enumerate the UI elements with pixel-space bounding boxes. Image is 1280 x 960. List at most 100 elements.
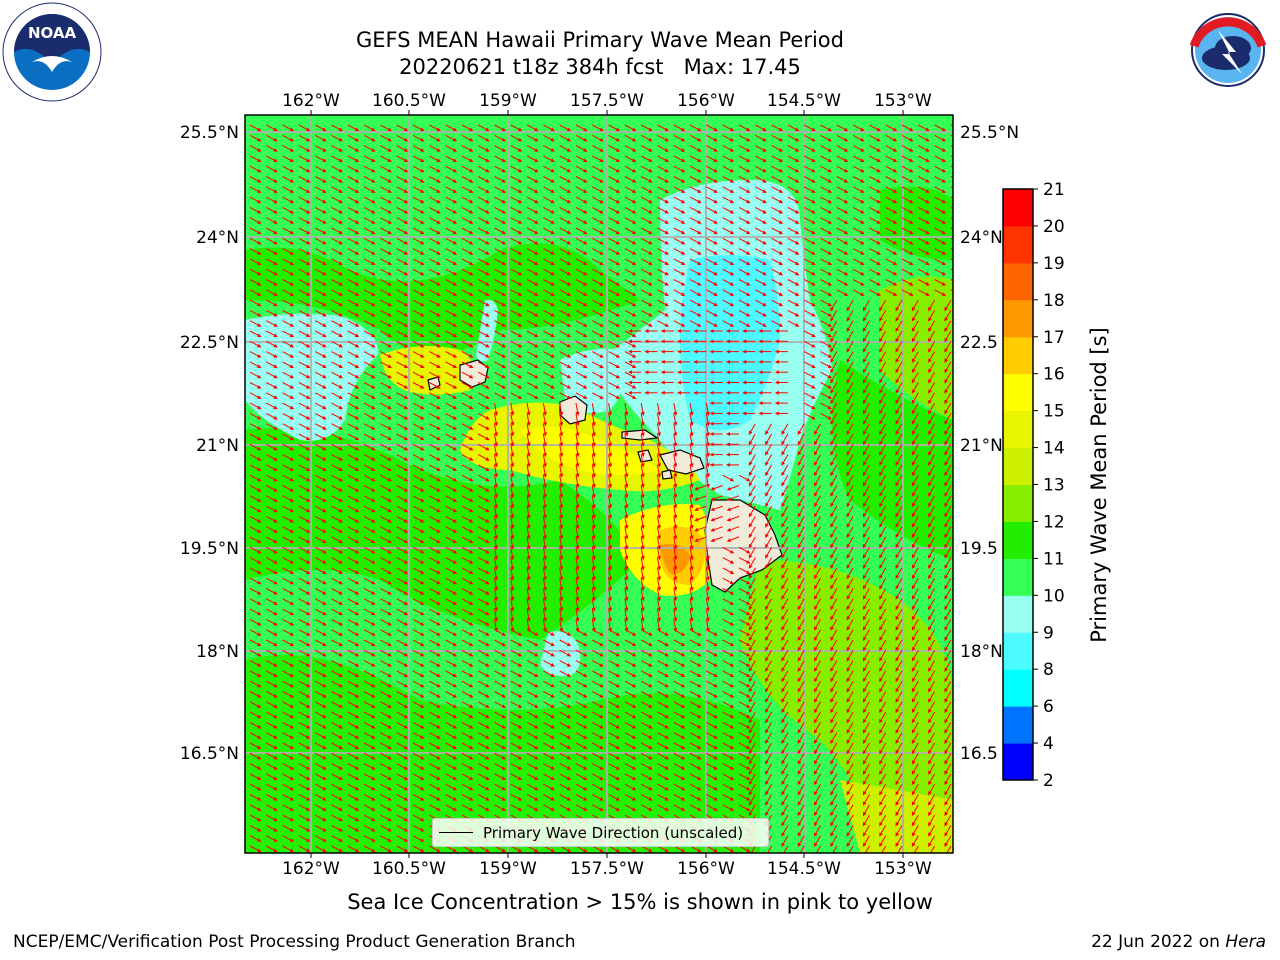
wave-arrow [363, 124, 376, 132]
wave-arrow [820, 155, 832, 162]
wave-arrow [608, 165, 621, 173]
wave-arrow [608, 206, 621, 214]
colorbar-segment [1003, 669, 1033, 707]
wave-arrow [494, 155, 506, 162]
wave-arrow [396, 217, 409, 224]
wave-arrow [461, 155, 474, 162]
wave-arrow [673, 155, 686, 162]
colorbar-tick-label: 10 [1043, 586, 1065, 606]
wave-arrow [314, 155, 327, 162]
wave-arrow [706, 124, 718, 132]
wave-arrow [380, 186, 392, 193]
lat-tick-left: 19.5°N [180, 539, 239, 559]
wave-arrow [298, 165, 311, 173]
colorbar-tick-label: 18 [1043, 291, 1065, 311]
wave-arrow [820, 186, 832, 193]
wave-arrow [608, 186, 621, 193]
wave-arrow [820, 124, 832, 132]
wave-arrow [494, 134, 506, 142]
wave-arrow [624, 124, 637, 132]
footer-host: Hera [1225, 932, 1266, 952]
wave-arrow [803, 186, 816, 193]
lon-tick-bottom: 157.5°W [570, 859, 644, 879]
wave-arrow [461, 206, 474, 214]
wave-arrow [559, 206, 572, 214]
lon-tick-top: 160.5°W [372, 91, 446, 111]
wave-arrow [543, 206, 555, 214]
wave-arrow [722, 145, 735, 152]
wave-arrow [869, 134, 881, 142]
wave-arrow [869, 196, 881, 204]
wave-arrow [477, 165, 490, 173]
wave-arrow [249, 186, 262, 193]
wave-arrow [526, 206, 539, 214]
wave-arrow [657, 145, 669, 152]
wave-arrow [314, 134, 327, 142]
footer-producer: NCEP/EMC/Verification Post Processing Pr… [13, 932, 576, 952]
wave-arrow [543, 217, 555, 224]
wave-arrow [380, 217, 392, 224]
wave-arrow [689, 124, 702, 132]
wave-arrow [901, 145, 914, 152]
wave-arrow [266, 134, 278, 142]
wave-arrow [755, 176, 767, 183]
wave-arrow [412, 134, 425, 142]
wave-arrow [347, 134, 360, 142]
colorbar-segment [1003, 189, 1033, 227]
wave-arrow [445, 206, 458, 214]
wave-arrow [543, 165, 555, 173]
colorbar-tick-label: 6 [1043, 697, 1054, 717]
wave-arrow [852, 206, 865, 214]
wave-arrow [934, 196, 947, 204]
wave-arrow [640, 124, 653, 132]
wave-arrow [314, 145, 327, 152]
wave-arrow [412, 155, 425, 162]
wave-arrow [771, 145, 784, 152]
lat-tick-left: 21°N [196, 436, 239, 456]
wave-arrow [575, 165, 588, 173]
lat-tick-left: 16.5°N [180, 744, 239, 764]
wave-arrow [282, 124, 295, 132]
wave-arrow [412, 124, 425, 132]
wave-arrow [689, 206, 702, 214]
wave-arrow [738, 145, 751, 152]
wave-arrow [608, 196, 621, 204]
wave-arrow [706, 206, 718, 214]
wave-arrow [803, 196, 816, 204]
wave-arrow [445, 155, 458, 162]
wave-arrow [461, 186, 474, 193]
wave-arrow [363, 134, 376, 142]
wave-arrow [934, 176, 947, 183]
footer-date: 22 Jun 2022 on Hera [1091, 932, 1266, 952]
wave-arrow [657, 196, 669, 204]
wave-arrow [314, 124, 327, 132]
wave-arrow [820, 176, 832, 183]
wave-arrow [396, 186, 409, 193]
wave-arrow [885, 134, 898, 142]
wave-arrow [640, 165, 653, 173]
wave-arrow [559, 155, 572, 162]
colorbar-tick-label: 12 [1043, 512, 1065, 532]
legend-line-swatch [439, 832, 473, 833]
wave-arrow [836, 176, 849, 183]
wave-arrow [836, 186, 849, 193]
wave-arrow [477, 145, 490, 152]
wave-arrow [771, 124, 784, 132]
wave-arrow [380, 155, 392, 162]
wave-arrow [934, 186, 947, 193]
wave-arrow [918, 206, 930, 214]
lat-tick-right: 19.5 [960, 539, 998, 559]
colorbar-segment [1003, 373, 1033, 412]
wave-arrow [298, 196, 311, 204]
wave-arrow [934, 155, 947, 162]
wave-arrow [412, 186, 425, 193]
colorbar-tick-label: 4 [1043, 734, 1054, 754]
wave-arrow [282, 145, 295, 152]
wave-arrow [461, 134, 474, 142]
wave-arrow [347, 206, 360, 214]
wave-arrow [755, 155, 767, 162]
wave-arrow [559, 134, 572, 142]
wave-arrow [722, 124, 735, 132]
wave-arrow [396, 196, 409, 204]
wave-arrow [445, 145, 458, 152]
